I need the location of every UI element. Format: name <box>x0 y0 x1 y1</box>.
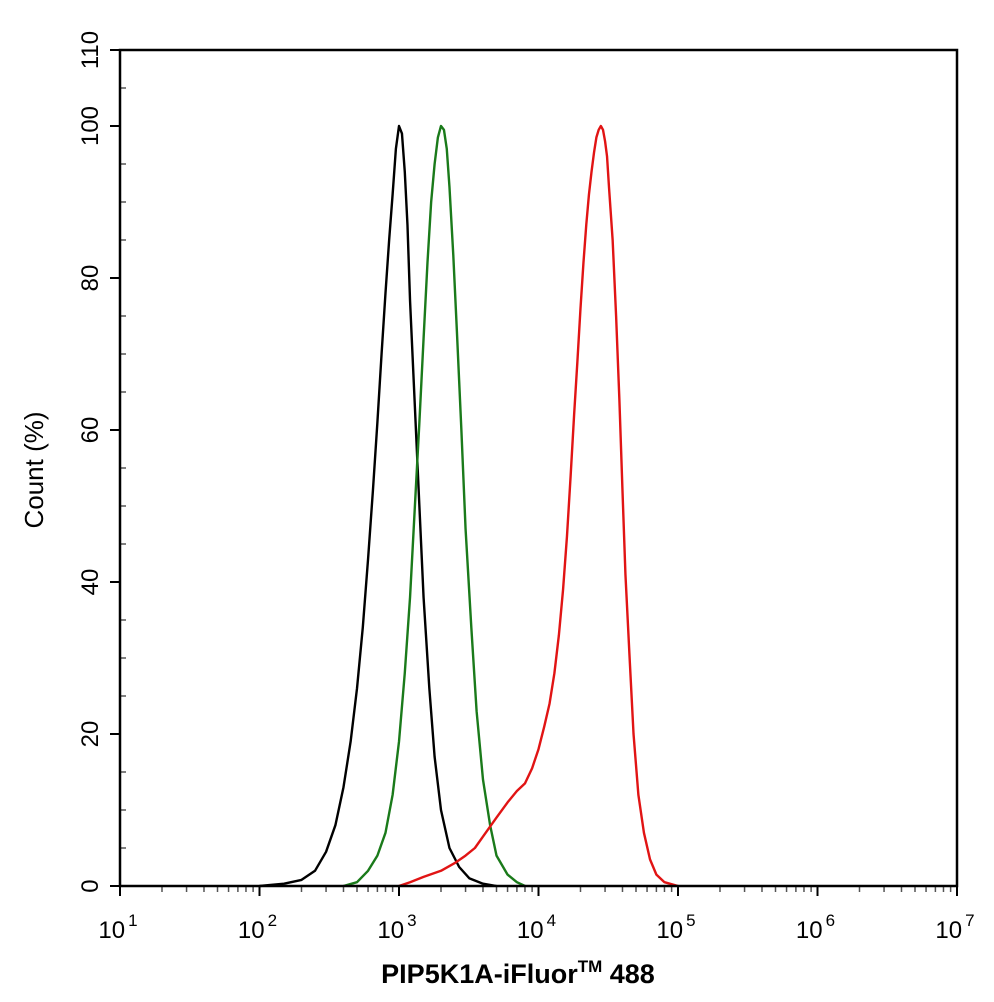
plot-frame <box>118 48 959 888</box>
x-tick-exponent: 3 <box>407 911 416 930</box>
x-tick-base: 10 <box>98 917 125 944</box>
major-ticks <box>110 49 958 896</box>
x-tick-exponent: 5 <box>686 911 695 930</box>
x-tick-base: 10 <box>517 917 544 944</box>
x-tick-label: 10 1 <box>98 911 137 944</box>
y-axis-title: Count (%) <box>19 411 49 528</box>
x-tick-base: 10 <box>796 917 823 944</box>
series-layer <box>259 124 679 888</box>
y-tick-label: 100 <box>77 106 104 146</box>
minor-ticks <box>120 87 952 892</box>
y-tick-label: 20 <box>77 721 104 748</box>
x-axis-title-main: PIP5K1A-iFluor <box>381 959 578 989</box>
x-tick-label: 10 3 <box>377 911 416 944</box>
x-axis-title: PIP5K1A-iFluorTM 488 <box>381 957 655 989</box>
y-tick-labels: 0 20 40 60 80 100 110 <box>77 31 104 893</box>
y-tick-label: 40 <box>77 569 104 596</box>
x-tick-labels: 10 1 10 2 10 3 10 4 10 5 10 6 10 7 <box>98 911 974 944</box>
x-tick-exponent: 4 <box>547 911 556 930</box>
series-line-2 <box>398 124 679 888</box>
y-tick-label: 110 <box>77 31 104 69</box>
y-tick-label: 80 <box>77 265 104 292</box>
x-tick-label: 10 2 <box>238 911 277 944</box>
y-tick-label: 60 <box>77 417 104 444</box>
x-tick-label: 10 4 <box>517 911 556 944</box>
x-tick-label: 10 6 <box>796 911 835 944</box>
series-line-0 <box>259 124 497 888</box>
x-tick-label: 10 7 <box>935 911 974 944</box>
x-tick-label: 10 5 <box>656 911 695 944</box>
x-tick-base: 10 <box>656 917 683 944</box>
x-tick-base: 10 <box>238 917 265 944</box>
y-tick-label: 0 <box>77 879 104 892</box>
x-tick-base: 10 <box>935 917 962 944</box>
series-line-1 <box>343 124 526 888</box>
x-tick-exponent: 6 <box>826 911 835 930</box>
x-tick-base: 10 <box>377 917 404 944</box>
x-tick-exponent: 2 <box>268 911 277 930</box>
x-tick-exponent: 1 <box>128 911 137 930</box>
x-tick-exponent: 7 <box>965 911 974 930</box>
x-axis-title-tail: 488 <box>602 959 655 989</box>
x-axis-title-superscript: TM <box>578 957 603 976</box>
